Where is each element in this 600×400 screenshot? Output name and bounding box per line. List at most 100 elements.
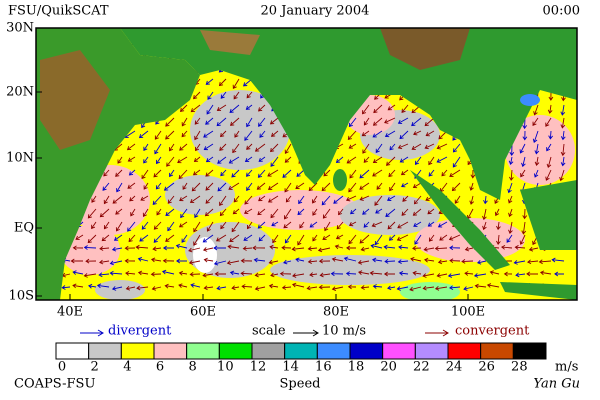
wind-arrow bbox=[193, 91, 201, 100]
wind-arrow bbox=[188, 247, 201, 253]
wind-arrow bbox=[127, 182, 136, 189]
wind-arrow bbox=[162, 258, 175, 264]
wind-arrow bbox=[560, 117, 566, 129]
wind-arrow bbox=[361, 130, 370, 137]
wind-arrow bbox=[282, 169, 292, 178]
wind-arrow bbox=[411, 117, 422, 127]
wind-arrow bbox=[284, 182, 292, 193]
wind-arrow bbox=[245, 104, 253, 110]
wind-arrow bbox=[180, 208, 188, 219]
wind-arrow bbox=[189, 271, 201, 277]
wind-arrow bbox=[152, 246, 162, 252]
wind-arrow bbox=[115, 208, 123, 215]
wind-arrow bbox=[109, 260, 123, 266]
wind-arrow bbox=[243, 234, 253, 241]
wind-arrow bbox=[191, 182, 201, 192]
colorbar-label: 10 bbox=[217, 360, 234, 375]
wind-arrow bbox=[103, 221, 110, 230]
wind-arrow bbox=[116, 182, 123, 193]
colorbar-label: 22 bbox=[413, 360, 430, 375]
wind-arrow bbox=[190, 104, 201, 113]
wind-arrow bbox=[464, 271, 474, 276]
wind-arrow bbox=[113, 234, 123, 241]
wind-arrow bbox=[386, 156, 396, 166]
wind-arrow bbox=[246, 182, 253, 191]
wind-arrow bbox=[181, 117, 188, 127]
wind-arrow bbox=[203, 285, 214, 291]
wind-arrow bbox=[206, 104, 214, 115]
wind-arrow bbox=[451, 182, 461, 192]
wind-arrow bbox=[254, 143, 266, 152]
wind-arrow bbox=[359, 195, 370, 201]
wind-arrow bbox=[169, 143, 175, 152]
wind-arrow bbox=[85, 258, 97, 264]
colorbar-box bbox=[512, 342, 547, 360]
wind-arrow bbox=[231, 169, 240, 178]
wind-arrow bbox=[231, 285, 240, 291]
wind-arrow bbox=[202, 247, 214, 252]
wind-arrow bbox=[204, 208, 214, 217]
wind-arrow bbox=[87, 234, 97, 244]
wind-arrow bbox=[233, 91, 240, 100]
wind-arrow bbox=[413, 130, 422, 136]
wind-arrow bbox=[560, 156, 566, 167]
wind-arrow bbox=[333, 195, 344, 204]
wind-arrow bbox=[296, 169, 305, 177]
wind-arrow bbox=[507, 182, 513, 194]
wind-arrow bbox=[178, 169, 188, 180]
lat-label: 10N bbox=[6, 151, 34, 166]
wind-arrow bbox=[285, 195, 292, 203]
wind-arrow bbox=[452, 143, 461, 153]
wind-arrow bbox=[270, 208, 279, 219]
wind-arrow bbox=[548, 130, 553, 140]
wind-arrow bbox=[533, 104, 539, 116]
wind-arrow bbox=[205, 156, 214, 163]
wind-arrow bbox=[369, 270, 383, 276]
wind-arrow bbox=[371, 221, 383, 228]
wind-arrow bbox=[401, 104, 409, 113]
wind-arrow bbox=[334, 244, 344, 250]
wind-arrow bbox=[138, 130, 149, 139]
wind-arrow bbox=[449, 169, 461, 177]
wind-arrow bbox=[228, 156, 240, 164]
wind-arrow bbox=[139, 234, 149, 242]
wind-arrow bbox=[336, 221, 344, 230]
wind-arrow bbox=[216, 117, 227, 127]
wind-arrow bbox=[520, 169, 526, 178]
wind-arrow bbox=[383, 244, 396, 250]
wind-arrow bbox=[193, 156, 201, 163]
wind-arrow bbox=[216, 104, 227, 112]
wind-arrow bbox=[323, 169, 331, 177]
wind-arrow bbox=[178, 221, 188, 228]
wind-arrow bbox=[335, 156, 344, 163]
wind-arrow bbox=[412, 208, 422, 216]
wind-arrow bbox=[268, 283, 279, 289]
wind-arrow bbox=[489, 270, 500, 275]
wind-arrow bbox=[154, 130, 162, 140]
colorbar-box bbox=[55, 342, 90, 360]
wind-arrow bbox=[347, 284, 357, 290]
wind-arrow bbox=[258, 104, 266, 112]
wind-arrow bbox=[165, 234, 175, 242]
wind-arrow bbox=[177, 156, 188, 164]
wind-arrow bbox=[279, 271, 292, 277]
wind-arrow bbox=[244, 156, 253, 163]
wind-arrow bbox=[128, 234, 136, 243]
wind-arrow bbox=[486, 283, 500, 288]
wind-arrow bbox=[141, 221, 149, 230]
wind-arrow bbox=[330, 271, 344, 277]
wind-arrow bbox=[411, 143, 422, 150]
wind-arrow bbox=[83, 245, 97, 250]
colorbar-label: 20 bbox=[380, 360, 397, 375]
wind-arrow bbox=[125, 270, 136, 276]
wind-arrow bbox=[258, 195, 266, 202]
wind-arrow bbox=[206, 221, 214, 232]
wind-arrow bbox=[150, 257, 162, 263]
wind-arrow bbox=[234, 130, 240, 138]
wind-arrow bbox=[318, 258, 331, 264]
wind-arrow bbox=[335, 234, 344, 240]
wind-arrow bbox=[514, 245, 526, 250]
wind-arrow bbox=[257, 221, 266, 229]
wind-arrow bbox=[538, 259, 552, 265]
wind-arrow bbox=[387, 285, 396, 291]
